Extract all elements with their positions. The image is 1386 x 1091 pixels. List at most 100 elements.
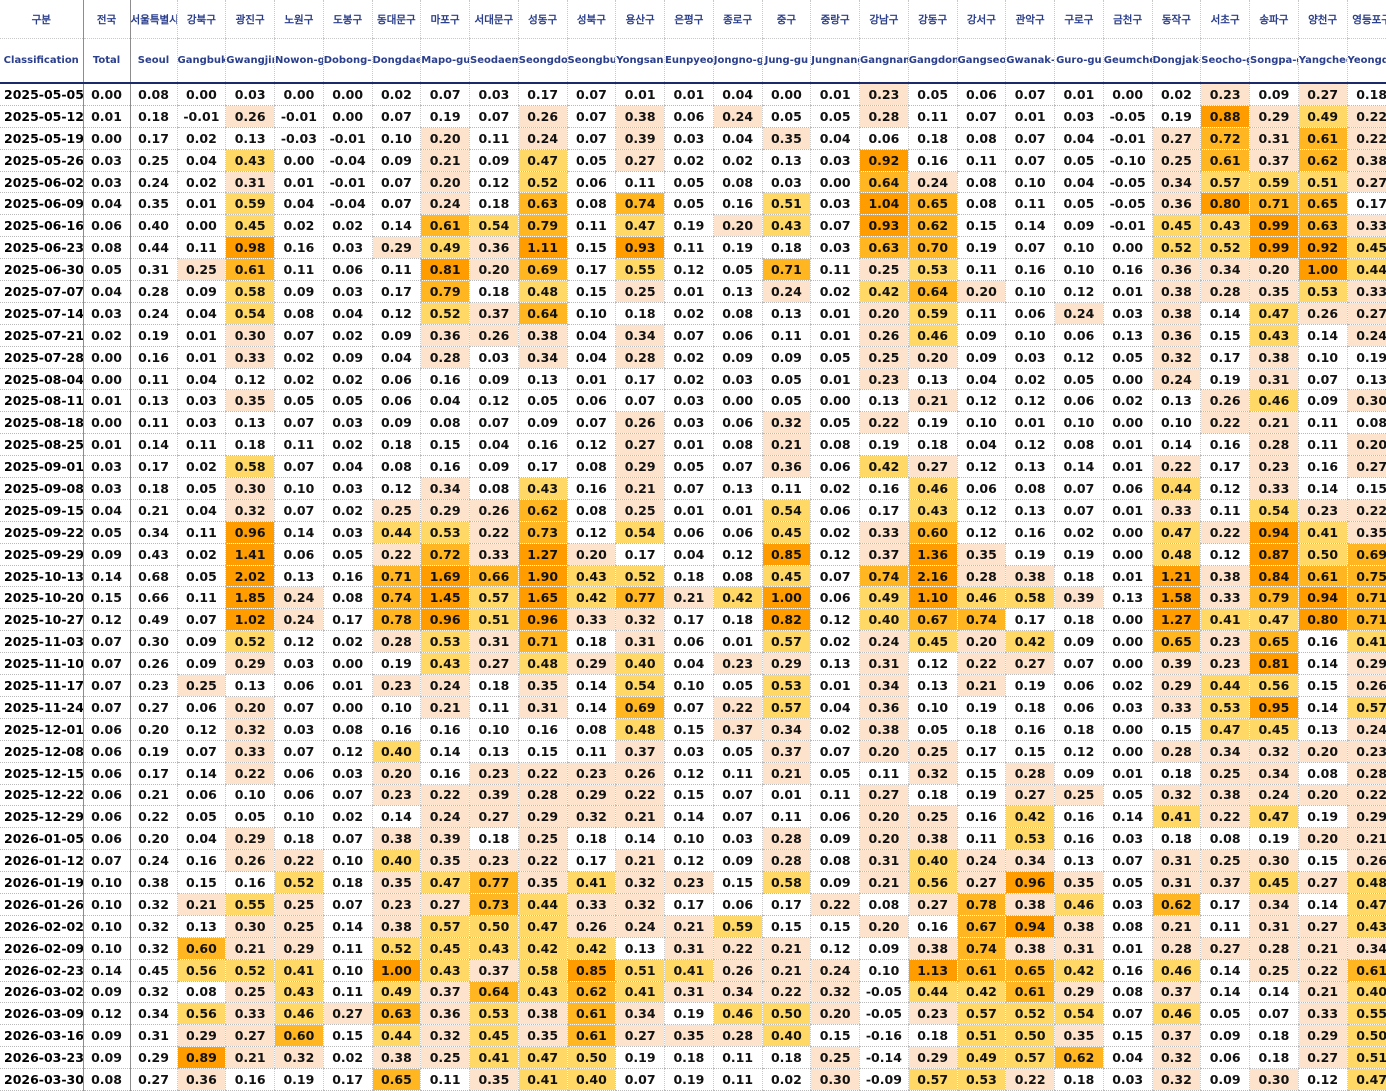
heat-cell: 0.42 xyxy=(566,586,616,610)
heat-cell: 0.02 xyxy=(1054,521,1104,544)
heat-cell: 0.01 xyxy=(664,280,714,303)
heat-cell: 0.39 xyxy=(420,827,470,851)
column-header-english: Nowon-gu xyxy=(274,38,324,84)
heat-cell: 0.04 xyxy=(1102,1046,1152,1070)
heat-cell: 0.05 xyxy=(664,192,714,216)
heat-cell: 0.12 xyxy=(712,543,762,566)
heat-cell: 0.08 xyxy=(371,455,421,479)
heat-cell: 0.18 xyxy=(469,674,519,697)
heat-cell: 0.14 xyxy=(1297,893,1347,916)
heat-cell: 1.65 xyxy=(517,586,567,610)
column-header-korean: 노원구 xyxy=(274,0,324,39)
column-header-korean: 관악구 xyxy=(1005,0,1055,39)
heat-cell: 0.93 xyxy=(615,236,665,260)
heat-cell: 0.05 xyxy=(1102,346,1152,369)
heat-cell: 0.35 xyxy=(1249,280,1299,303)
heat-cell: 0.07 xyxy=(1102,1002,1152,1026)
heat-cell: 0.27 xyxy=(1005,652,1055,676)
heat-cell: 0.06 xyxy=(274,784,324,807)
heat-cell: 0.03 xyxy=(1102,1068,1152,1091)
heat-cell: 0.11 xyxy=(712,1068,762,1091)
heat-cell: 0.22 xyxy=(712,937,762,960)
heat-cell: 0.20 xyxy=(859,805,909,829)
column-header-korean: 중구 xyxy=(761,0,811,39)
heat-cell: 0.14 xyxy=(1249,981,1299,1004)
heat-cell: 0.01 xyxy=(761,784,811,807)
heat-cell: 0.25 xyxy=(1200,762,1250,785)
heat-cell: 1.11 xyxy=(517,236,567,260)
heat-cell: 0.06 xyxy=(712,324,762,347)
heat-cell: 0.07 xyxy=(82,849,131,873)
heat-cell: 0.03 xyxy=(82,302,131,325)
heat-cell: 0.03 xyxy=(712,368,762,391)
heat-cell: 0.10 xyxy=(82,915,131,938)
heat-cell: 0.20 xyxy=(420,171,470,194)
table-body: 2025-05-05 0.00 0.08 0.00 0.03 0.00 0.00 0.02 0.… xyxy=(0,83,1386,1091)
table-row: 2025-09-29 0.09 0.43 0.02 1.41 0.06 0.05 0.22 0.… xyxy=(0,543,1386,566)
heat-cell: 0.28 xyxy=(712,1024,762,1048)
heat-cell: 0.29 xyxy=(907,1046,957,1070)
heat-cell: 0.11 xyxy=(274,433,324,457)
heat-cell: 0.09 xyxy=(1054,214,1104,238)
heat-cell: 0.43 xyxy=(469,937,519,960)
heat-cell: 0.06 xyxy=(956,83,1006,106)
heat-cell: 0.25 xyxy=(225,981,275,1004)
heat-cell: 0.28 xyxy=(956,565,1006,588)
heat-cell: 0.00 xyxy=(1102,630,1152,654)
heat-cell: 0.38 xyxy=(907,937,957,960)
heat-cell: 0.22 xyxy=(615,784,665,807)
heat-cell: 0.34 xyxy=(1200,740,1250,763)
heat-cell: 0.21 xyxy=(176,893,226,916)
heat-cell: 0.07 xyxy=(566,411,616,435)
heat-cell: 0.34 xyxy=(1249,762,1299,785)
heat-cell: 0.47 xyxy=(615,214,665,238)
heat-cell: 0.27 xyxy=(1151,127,1201,150)
heat-cell: 0.14 xyxy=(1200,981,1250,1004)
heat-cell: 0.53 xyxy=(1297,280,1347,303)
heat-cell: 0.30 xyxy=(225,477,275,500)
heat-cell: 0.00 xyxy=(1102,368,1152,391)
week-date: 2025-12-15 xyxy=(0,762,84,785)
heat-cell: 0.30 xyxy=(225,324,275,347)
heat-cell: 0.62 xyxy=(1151,893,1201,916)
heat-cell: 1.02 xyxy=(225,608,275,632)
heat-cell: 0.06 xyxy=(810,586,860,610)
heat-cell: 0.16 xyxy=(517,718,567,741)
heat-cell: 0.24 xyxy=(859,630,909,654)
heat-cell: 0.92 xyxy=(1297,236,1347,260)
heat-cell: 0.28 xyxy=(1249,937,1299,960)
heat-cell: 0.38 xyxy=(371,915,421,938)
heat-cell: 0.20 xyxy=(1297,827,1347,851)
heat-cell: 0.69 xyxy=(517,258,567,282)
heat-cell: 0.03 xyxy=(469,346,519,369)
heat-cell: 0.48 xyxy=(1346,871,1386,894)
heat-cell: 0.03 xyxy=(274,652,324,676)
heat-cell: 0.20 xyxy=(956,630,1006,654)
heat-cell: 1.21 xyxy=(1151,565,1201,588)
heat-cell: 0.16 xyxy=(176,849,226,873)
heat-cell: 0.08 xyxy=(1200,827,1250,851)
column-header-korean: 양천구 xyxy=(1297,0,1347,39)
heat-cell: 0.07 xyxy=(420,83,470,106)
heat-cell: 0.00 xyxy=(176,214,226,238)
table-row: 2026-02-09 0.10 0.32 0.60 0.21 0.29 0.11 0.52 0.… xyxy=(0,937,1386,960)
heat-cell: 0.57 xyxy=(956,1002,1006,1026)
heat-cell: -0.10 xyxy=(1102,149,1152,172)
heat-cell: 0.52 xyxy=(1151,236,1201,260)
heat-cell: 0.08 xyxy=(956,171,1006,194)
heat-cell: 0.29 xyxy=(1346,805,1386,829)
heat-cell: 0.09 xyxy=(371,149,421,172)
heat-cell: 0.15 xyxy=(566,236,616,260)
heat-cell: 0.27 xyxy=(1297,871,1347,894)
heat-cell: 0.18 xyxy=(761,236,811,260)
heat-cell: -0.01 xyxy=(176,105,226,128)
heat-cell: 0.59 xyxy=(907,302,957,325)
heat-cell: 0.15 xyxy=(1200,324,1250,347)
column-header-english: Geumcheon-gu xyxy=(1102,38,1152,84)
heat-cell: 0.01 xyxy=(1005,105,1055,128)
heat-cell: 0.18 xyxy=(615,302,665,325)
heat-cell: 0.09 xyxy=(956,346,1006,369)
table-row: 2025-06-16 0.06 0.40 0.00 0.45 0.02 0.02 0.14 0.… xyxy=(0,214,1386,238)
heat-cell: 0.26 xyxy=(129,652,177,676)
heat-cell: 0.41 xyxy=(1297,521,1347,544)
